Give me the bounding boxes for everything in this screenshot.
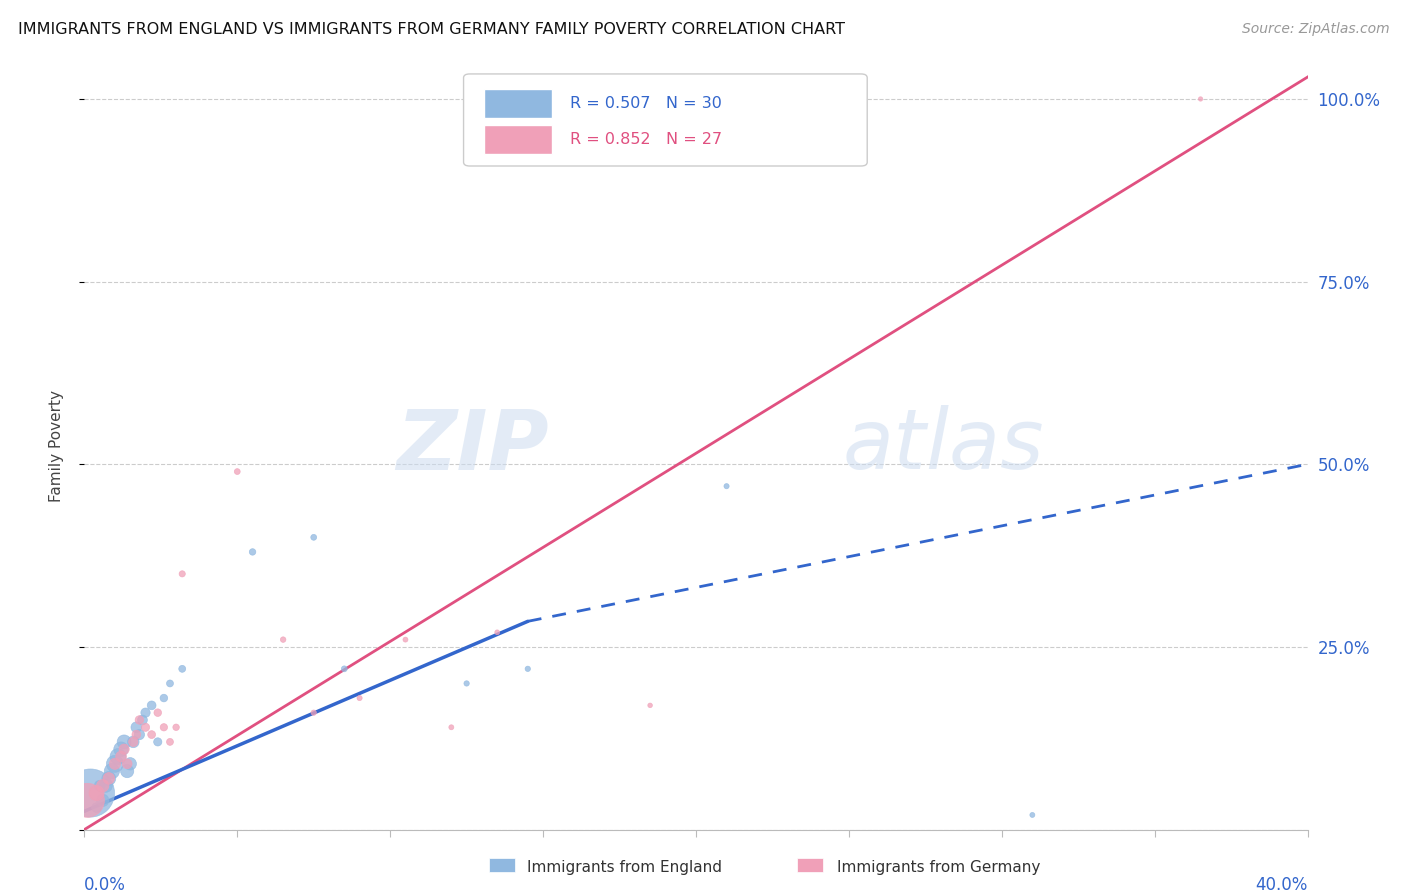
Point	[125, 728, 148, 742]
Point	[86, 800, 108, 814]
Point	[115, 756, 138, 771]
Text: 40.0%: 40.0%	[1256, 876, 1308, 892]
Point	[122, 735, 145, 749]
Point	[440, 720, 463, 734]
Point	[120, 756, 142, 771]
FancyBboxPatch shape	[797, 858, 823, 872]
Text: 0.0%: 0.0%	[84, 876, 127, 892]
Point	[101, 764, 124, 778]
Point	[104, 756, 127, 771]
Point	[89, 779, 111, 793]
Point	[333, 662, 356, 676]
Point	[159, 676, 181, 690]
Point	[122, 735, 145, 749]
Point	[125, 720, 148, 734]
Point	[128, 713, 150, 727]
Point	[135, 720, 157, 734]
Point	[135, 706, 157, 720]
Point	[1189, 92, 1212, 106]
Y-axis label: Family Poverty: Family Poverty	[49, 390, 63, 502]
Point	[165, 720, 187, 734]
Text: ZIP: ZIP	[396, 406, 550, 486]
Point	[349, 691, 371, 706]
Point	[131, 713, 153, 727]
Point	[97, 772, 120, 786]
Point	[302, 706, 325, 720]
Point	[486, 625, 509, 640]
Point	[146, 735, 169, 749]
Point	[159, 735, 181, 749]
Point	[91, 793, 114, 807]
Point	[716, 479, 738, 493]
Point	[115, 764, 138, 778]
Point	[153, 720, 176, 734]
Point	[110, 749, 132, 764]
Point	[104, 756, 127, 771]
Point	[638, 698, 661, 713]
Point	[456, 676, 478, 690]
Point	[172, 662, 194, 676]
Text: IMMIGRANTS FROM ENGLAND VS IMMIGRANTS FROM GERMANY FAMILY POVERTY CORRELATION CH: IMMIGRANTS FROM ENGLAND VS IMMIGRANTS FR…	[18, 22, 845, 37]
Point	[242, 545, 264, 559]
FancyBboxPatch shape	[464, 74, 868, 166]
Point	[153, 691, 176, 706]
FancyBboxPatch shape	[484, 89, 551, 119]
FancyBboxPatch shape	[489, 858, 515, 872]
Point	[91, 779, 114, 793]
Point	[94, 779, 117, 793]
Point	[271, 632, 294, 647]
FancyBboxPatch shape	[484, 125, 551, 153]
Point	[86, 786, 108, 800]
Point	[1021, 808, 1043, 822]
Point	[110, 742, 132, 756]
Text: R = 0.852   N = 27: R = 0.852 N = 27	[569, 132, 723, 146]
Point	[141, 728, 163, 742]
Text: atlas: atlas	[842, 406, 1045, 486]
Point	[141, 698, 163, 713]
Point	[172, 566, 194, 581]
Point	[516, 662, 538, 676]
Text: R = 0.507   N = 30: R = 0.507 N = 30	[569, 96, 721, 112]
Point	[97, 772, 120, 786]
Point	[128, 728, 150, 742]
Point	[76, 793, 98, 807]
Text: Immigrants from England: Immigrants from England	[527, 860, 723, 874]
Point	[394, 632, 416, 647]
Point	[112, 735, 135, 749]
Text: Source: ZipAtlas.com: Source: ZipAtlas.com	[1241, 22, 1389, 37]
Point	[226, 465, 249, 479]
Text: Immigrants from Germany: Immigrants from Germany	[837, 860, 1040, 874]
Point	[146, 706, 169, 720]
Point	[79, 786, 101, 800]
Point	[302, 530, 325, 544]
Point	[107, 749, 129, 764]
Point	[112, 742, 135, 756]
